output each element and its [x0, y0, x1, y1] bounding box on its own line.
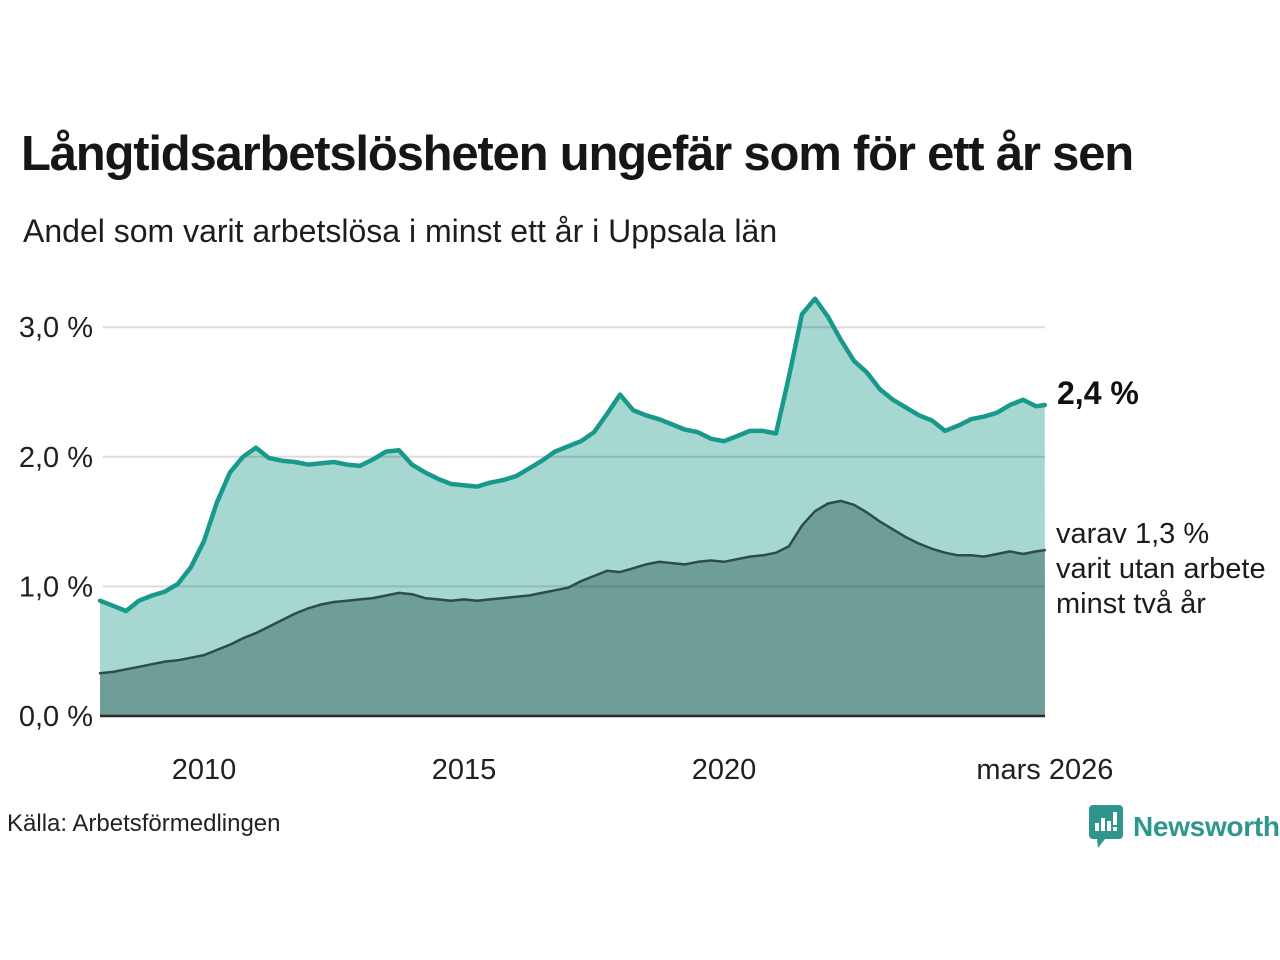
annotation-line: varav 1,3 % [1056, 518, 1210, 550]
y-tick-label: 1,0 % [19, 571, 93, 603]
chart-bubble-icon [1089, 805, 1123, 848]
x-tick-label: 2010 [172, 754, 237, 786]
y-tick-label: 2,0 % [19, 442, 93, 474]
brand-logo: Newsworthy [1088, 803, 1280, 851]
series-minst-tva-ar-line [98, 499, 1047, 675]
line-end-label-secondary: varav 1,3 % varit utan arbete minst två … [1056, 517, 1266, 622]
source-note: Källa: Arbetsförmedlingen [7, 810, 281, 837]
x-tick-label: 2015 [432, 754, 497, 786]
series-minst-tva-ar-area [100, 500, 1045, 716]
x-tick-label: 2020 [692, 754, 757, 786]
page-title: Långtidsarbetslösheten ungefär som för e… [21, 127, 1134, 181]
series-minst-ett-ar-line [97, 296, 1048, 614]
bubble-shape [1089, 805, 1123, 848]
line-end-label-total: 2,4 % [1057, 375, 1139, 411]
annotation-line: minst två år [1056, 588, 1206, 620]
page-subtitle: Andel som varit arbetslösa i minst ett å… [23, 213, 778, 249]
y-tick-label: 3,0 % [19, 312, 93, 344]
annotation-line: varit utan arbete [1056, 553, 1266, 585]
brand-name: Newsworthy [1133, 811, 1280, 842]
x-tick-label: mars 2026 [976, 754, 1113, 786]
y-tick-label: 0,0 % [19, 701, 93, 733]
